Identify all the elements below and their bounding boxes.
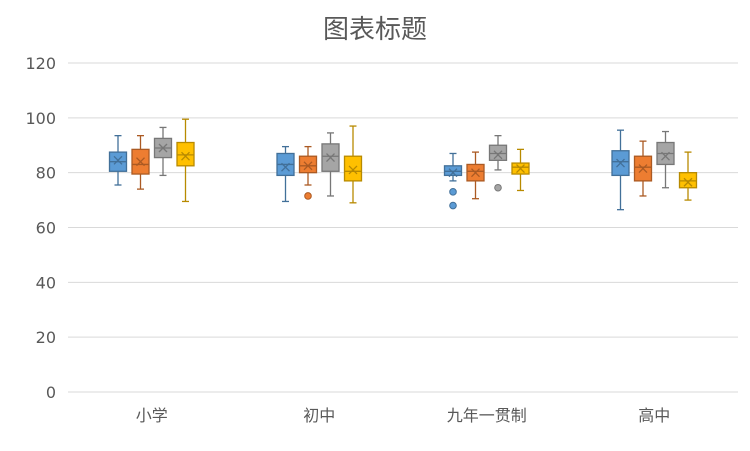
- outlier-point: [494, 183, 502, 192]
- y-axis-ticks: 0 20 40 60 80 100 120: [25, 54, 56, 402]
- box-series2-0: [131, 135, 150, 190]
- box-series4-0: [176, 118, 195, 203]
- box-series3-1: [321, 132, 340, 197]
- mean-marker: [158, 143, 168, 153]
- box-series3-2: [488, 135, 508, 192]
- chart-title: 图表标题: [323, 15, 427, 45]
- x-category-label: 小学: [136, 406, 168, 425]
- outlier-point: [449, 201, 457, 210]
- box-series1-1: [276, 145, 295, 203]
- mean-marker: [348, 165, 358, 175]
- mean-marker: [661, 151, 670, 161]
- outlier-point: [449, 188, 457, 196]
- box-iqr: [176, 141, 195, 167]
- gridlines: [68, 62, 738, 393]
- y-tick-label: 80: [36, 164, 56, 183]
- x-axis-categories: 小学 初中 九年一贯制 高中: [136, 406, 671, 425]
- box-series4-2: [511, 148, 530, 192]
- box-iqr: [488, 144, 508, 161]
- box-series4-1: [343, 125, 363, 204]
- mean-marker: [281, 162, 290, 172]
- mean-marker: [516, 164, 525, 174]
- mean-marker: [448, 168, 458, 178]
- x-category-label: 高中: [638, 406, 670, 425]
- y-tick-label: 0: [46, 383, 56, 402]
- mean-marker: [303, 161, 313, 171]
- x-category-label: 九年一贯制: [447, 406, 527, 425]
- box-series1-0: [108, 135, 128, 186]
- box-series1-2: [443, 152, 463, 210]
- box-series2-3: [633, 140, 653, 197]
- y-tick-label: 20: [36, 328, 56, 347]
- box-iqr: [343, 155, 363, 182]
- mean-marker: [493, 150, 503, 160]
- y-tick-label: 100: [25, 109, 56, 128]
- box-iqr: [298, 155, 318, 174]
- mean-marker: [181, 151, 190, 161]
- mean-marker: [616, 158, 625, 168]
- x-category-label: 初中: [303, 406, 335, 425]
- y-tick-label: 120: [25, 54, 56, 73]
- boxes: [108, 118, 698, 211]
- box-series3-3: [656, 130, 675, 189]
- box-series2-1: [298, 145, 318, 200]
- y-tick-label: 60: [36, 219, 56, 238]
- mean-marker: [638, 164, 648, 174]
- mean-marker: [471, 168, 480, 178]
- box-iqr: [678, 172, 698, 189]
- mean-marker: [683, 177, 693, 187]
- y-tick-label: 40: [36, 273, 56, 292]
- outlier-point: [304, 192, 312, 200]
- mean-marker: [136, 157, 145, 167]
- box-iqr: [443, 165, 463, 177]
- mean-marker: [113, 155, 123, 165]
- box-series1-3: [611, 129, 630, 211]
- box-series2-2: [466, 151, 485, 200]
- mean-marker: [326, 153, 335, 163]
- box-series4-3: [678, 151, 698, 201]
- box-series3-0: [153, 126, 173, 177]
